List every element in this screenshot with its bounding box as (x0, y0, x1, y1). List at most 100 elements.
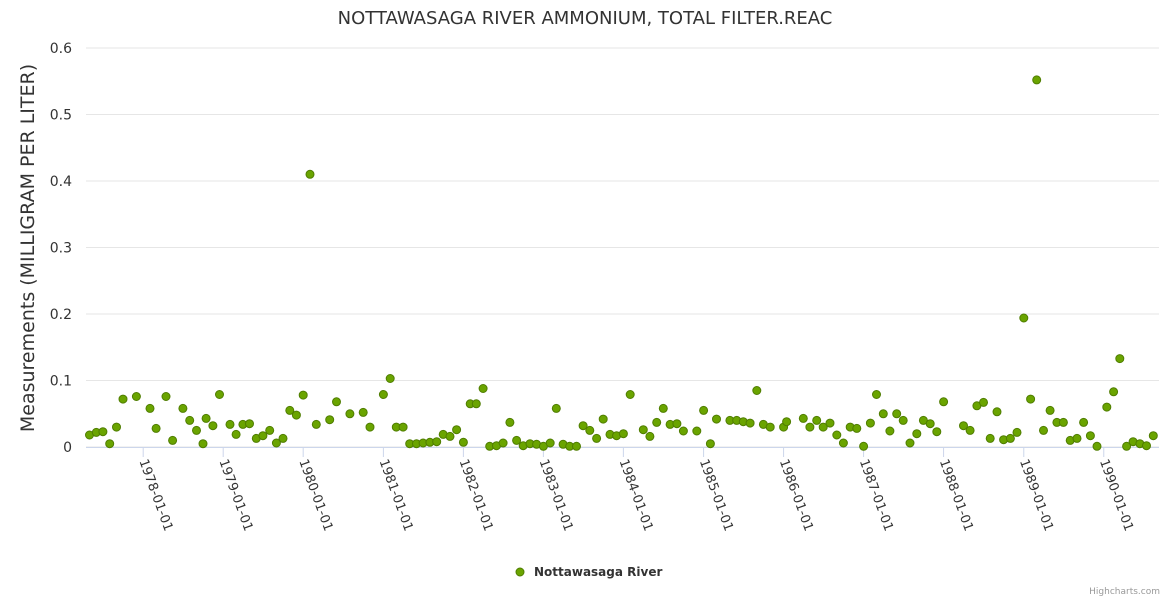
data-point[interactable] (118, 394, 128, 404)
data-point[interactable] (765, 422, 775, 432)
data-point[interactable] (805, 422, 815, 432)
data-point[interactable] (1142, 441, 1151, 451)
data-point[interactable] (1039, 425, 1048, 435)
data-point[interactable] (645, 431, 655, 441)
data-point[interactable] (498, 438, 508, 448)
data-point[interactable] (298, 390, 308, 400)
data-point[interactable] (705, 439, 715, 449)
data-point[interactable] (745, 418, 755, 428)
data-point[interactable] (332, 397, 341, 407)
data-point[interactable] (618, 429, 628, 439)
data-point[interactable] (638, 425, 648, 435)
data-point[interactable] (271, 438, 281, 448)
data-point[interactable] (1026, 394, 1036, 404)
data-point[interactable] (305, 169, 315, 179)
data-point[interactable] (311, 419, 321, 429)
data-point[interactable] (345, 409, 355, 419)
data-point[interactable] (365, 422, 375, 432)
data-point[interactable] (865, 418, 875, 428)
data-point[interactable] (1045, 405, 1055, 415)
data-point[interactable] (192, 425, 201, 435)
data-point[interactable] (592, 433, 602, 443)
data-point[interactable] (432, 437, 442, 447)
data-point[interactable] (161, 392, 171, 401)
data-point[interactable] (1019, 313, 1029, 323)
data-point[interactable] (572, 441, 581, 451)
data-point[interactable] (872, 390, 881, 399)
data-point[interactable] (225, 419, 235, 429)
data-point[interactable] (932, 427, 942, 437)
data-point[interactable] (578, 421, 588, 431)
data-point[interactable] (859, 441, 869, 451)
data-point[interactable] (1032, 75, 1042, 85)
data-point[interactable] (905, 438, 915, 448)
data-point[interactable] (965, 425, 975, 435)
data-point[interactable] (798, 413, 808, 423)
data-point[interactable] (398, 422, 408, 432)
data-point[interactable] (245, 419, 254, 429)
data-point[interactable] (1148, 431, 1158, 441)
data-point[interactable] (278, 433, 288, 443)
data-point[interactable] (201, 413, 211, 423)
data-point[interactable] (585, 425, 595, 435)
data-point[interactable] (385, 374, 395, 383)
data-point[interactable] (291, 410, 301, 420)
data-point[interactable] (992, 407, 1002, 417)
data-point[interactable] (1058, 417, 1068, 427)
data-point[interactable] (699, 405, 709, 415)
data-point[interactable] (985, 433, 995, 443)
data-point[interactable] (545, 438, 555, 448)
data-point[interactable] (231, 429, 241, 439)
data-point[interactable] (168, 435, 178, 445)
data-point[interactable] (818, 422, 828, 432)
data-point[interactable] (625, 390, 635, 399)
data-point[interactable] (505, 417, 515, 427)
data-point[interactable] (912, 429, 922, 439)
data-point[interactable] (512, 435, 522, 445)
data-point[interactable] (832, 430, 842, 440)
data-point[interactable] (551, 403, 561, 413)
legend-item-nottawasaga-river[interactable]: Nottawasaga River (534, 565, 662, 579)
data-point[interactable] (885, 426, 895, 436)
data-point[interactable] (892, 409, 902, 419)
legend[interactable]: Nottawasaga River (515, 565, 662, 579)
data-point[interactable] (178, 403, 188, 413)
data-point[interactable] (378, 390, 388, 399)
data-point[interactable] (112, 422, 121, 432)
data-point[interactable] (458, 437, 468, 447)
data-point[interactable] (939, 397, 949, 407)
data-point[interactable] (131, 392, 141, 401)
data-point[interactable] (105, 439, 115, 449)
data-point[interactable] (812, 415, 822, 425)
data-point[interactable] (959, 421, 968, 431)
data-point[interactable] (208, 421, 218, 431)
data-point[interactable] (452, 425, 462, 435)
data-point[interactable] (878, 409, 888, 419)
data-point[interactable] (285, 405, 295, 415)
data-point[interactable] (98, 427, 108, 437)
data-point[interactable] (1005, 433, 1015, 443)
data-point[interactable] (898, 415, 908, 425)
data-point[interactable] (782, 417, 792, 427)
data-point[interactable] (838, 438, 848, 448)
data-point[interactable] (1079, 417, 1089, 427)
data-point[interactable] (1102, 402, 1112, 412)
data-point[interactable] (1085, 431, 1095, 441)
data-point[interactable] (151, 423, 161, 433)
data-point[interactable] (1072, 433, 1082, 443)
data-point[interactable] (258, 431, 268, 441)
data-point[interactable] (925, 419, 935, 429)
legend-marker-icon[interactable] (515, 567, 525, 577)
data-point[interactable] (1092, 441, 1102, 451)
credits-link[interactable]: Highcharts.com (1089, 587, 1160, 597)
data-point[interactable] (471, 399, 481, 409)
data-point[interactable] (445, 431, 455, 441)
data-point[interactable] (1115, 354, 1125, 364)
data-point[interactable] (598, 414, 608, 424)
data-point[interactable] (979, 397, 988, 407)
data-point[interactable] (358, 407, 368, 417)
data-point[interactable] (198, 439, 208, 449)
data-point[interactable] (478, 384, 488, 393)
data-point[interactable] (752, 386, 762, 395)
data-point[interactable] (215, 390, 224, 399)
